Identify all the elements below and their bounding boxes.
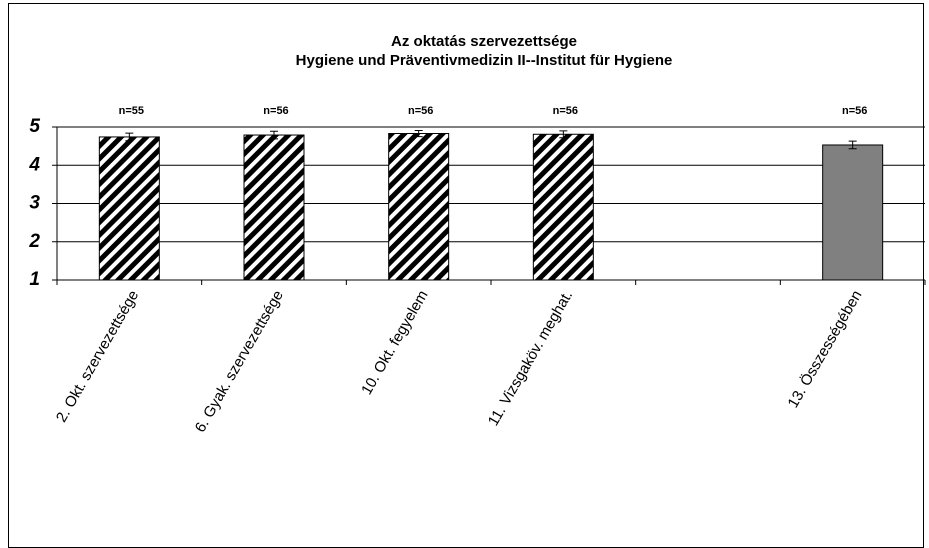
y-tick-label: 2: [28, 231, 40, 252]
y-tick-label: 4: [28, 154, 40, 175]
n-label: n=55: [119, 105, 144, 117]
y-tick-label: 1: [29, 269, 40, 290]
chart-title: Az oktatás szervezettsége: [391, 33, 577, 50]
bar: [98, 136, 160, 281]
error-bar: [270, 130, 278, 140]
error-bar: [559, 130, 568, 139]
y-tick-label: 5: [29, 116, 40, 137]
chart-subtitle: Hygiene und Präventivmedizin II--Institu…: [296, 52, 673, 69]
n-label: n=56: [842, 105, 867, 117]
error-bar: [125, 132, 134, 142]
error-bar: [848, 140, 857, 150]
bar: [388, 133, 450, 281]
n-label: n=56: [263, 105, 288, 117]
n-label: n=56: [553, 105, 578, 117]
bar: [243, 134, 305, 281]
n-label: n=56: [408, 105, 433, 117]
bar: [822, 144, 884, 281]
chart-border: [8, 3, 924, 548]
y-tick-label: 3: [29, 193, 40, 214]
error-bar: [414, 129, 423, 138]
bar: [532, 133, 594, 281]
